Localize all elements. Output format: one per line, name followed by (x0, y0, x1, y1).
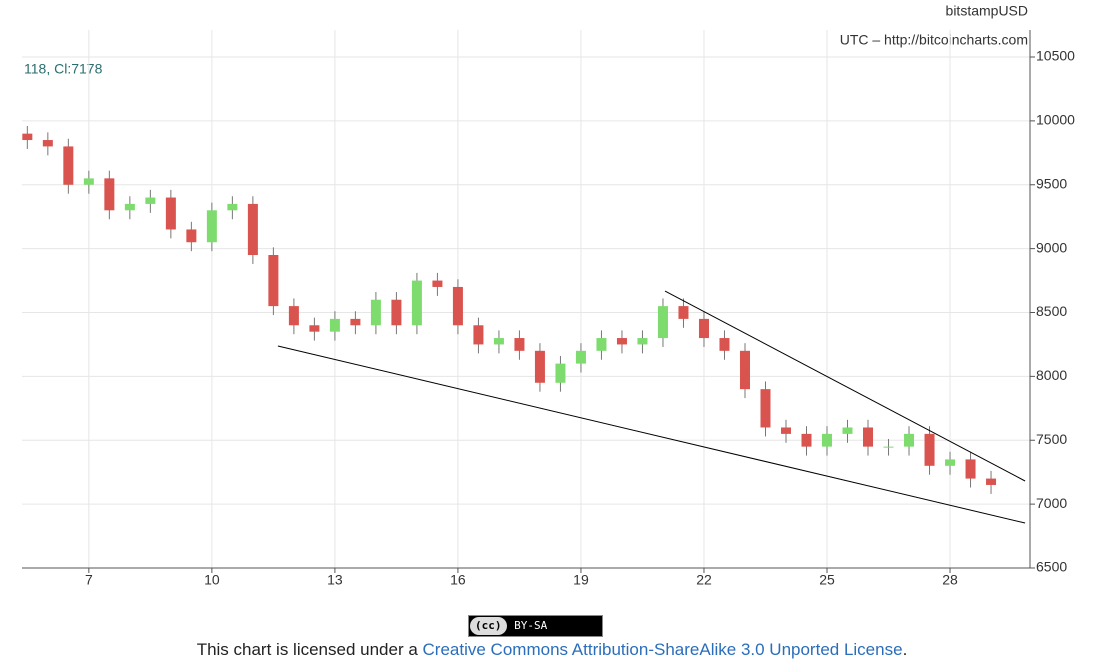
candle-body (42, 140, 53, 147)
footer-end: . (902, 640, 908, 659)
candle-body (63, 146, 74, 185)
chart: bitstampUSD UTC – http://bitcoincharts.c… (22, 3, 1075, 588)
candle-body (534, 350, 545, 383)
candle-body (904, 433, 915, 447)
candle-body (678, 306, 689, 319)
candle-body (104, 178, 115, 211)
candle-body (288, 306, 299, 326)
candle-body (22, 133, 33, 141)
candle-body (842, 427, 853, 434)
candle-body (329, 318, 340, 332)
y-tick-label: 6500 (1036, 559, 1067, 575)
candle-body (719, 338, 730, 351)
candle-body (493, 338, 504, 345)
candle-body (432, 280, 443, 287)
x-tick-label: 19 (573, 572, 589, 588)
candle-body (986, 478, 997, 485)
footer-text: This chart is licensed under a (196, 640, 418, 659)
candle-body (760, 389, 771, 428)
candle-body (268, 255, 279, 307)
candle-body (863, 427, 874, 447)
trend-line (277, 345, 1026, 524)
candle-body (616, 338, 627, 345)
candle-body (698, 318, 709, 339)
candle-body (452, 286, 463, 326)
info-label: 118, Cl:7178 (24, 61, 103, 77)
candle-body (124, 203, 135, 211)
candle-body (309, 325, 320, 332)
y-tick-label: 8500 (1036, 303, 1067, 319)
candle-body (145, 197, 156, 204)
candle-body (822, 433, 833, 447)
license-link[interactable]: Creative Commons Attribution-ShareAlike … (422, 640, 903, 659)
candle-body (370, 299, 381, 326)
candle-body (83, 178, 94, 185)
candle-body (227, 203, 238, 211)
y-tick-label: 7500 (1036, 431, 1067, 447)
x-tick-label: 25 (819, 572, 835, 588)
candle-body (924, 433, 935, 466)
chart-subtitle: UTC – http://bitcoincharts.com (840, 32, 1028, 48)
candle-body (391, 299, 402, 326)
candle-body (780, 427, 791, 434)
candle-body (206, 210, 217, 243)
footer: This chart is licensed under a Creative … (0, 640, 1104, 660)
candle-body (186, 229, 197, 243)
x-tick-label: 10 (204, 572, 220, 588)
x-tick-label: 16 (450, 572, 466, 588)
candle-body (350, 318, 361, 326)
trend-line (664, 290, 1026, 482)
candle-body (247, 203, 258, 256)
candle-body (473, 325, 484, 345)
candle-body (596, 338, 607, 351)
y-tick-label: 7000 (1036, 495, 1067, 511)
chart-title: bitstampUSD (946, 3, 1028, 19)
candle-body (801, 433, 812, 447)
badge-text: BY-SA (514, 619, 548, 632)
x-tick-label: 7 (85, 572, 93, 588)
x-tick-label: 28 (942, 572, 958, 588)
candle-body (514, 338, 525, 351)
candle-body (965, 459, 976, 479)
x-tick-label: 13 (327, 572, 343, 588)
candle-body (739, 350, 750, 390)
y-tick-label: 10000 (1036, 112, 1075, 128)
license-badge[interactable]: (cc) BY-SA (468, 615, 603, 637)
candle-body (411, 280, 422, 326)
x-tick-label: 22 (696, 572, 712, 588)
cc-icon: (cc) (470, 617, 507, 635)
candle-body (945, 459, 956, 466)
y-tick-label: 10500 (1036, 48, 1075, 64)
candle-body (575, 350, 586, 364)
candle-body (165, 197, 176, 230)
y-tick-label: 9000 (1036, 239, 1067, 255)
candle-body (883, 446, 894, 448)
y-tick-label: 8000 (1036, 367, 1067, 383)
y-tick-label: 9500 (1036, 175, 1067, 191)
candle-body (657, 306, 668, 339)
candle-body (637, 338, 648, 345)
candle-body (555, 363, 566, 383)
